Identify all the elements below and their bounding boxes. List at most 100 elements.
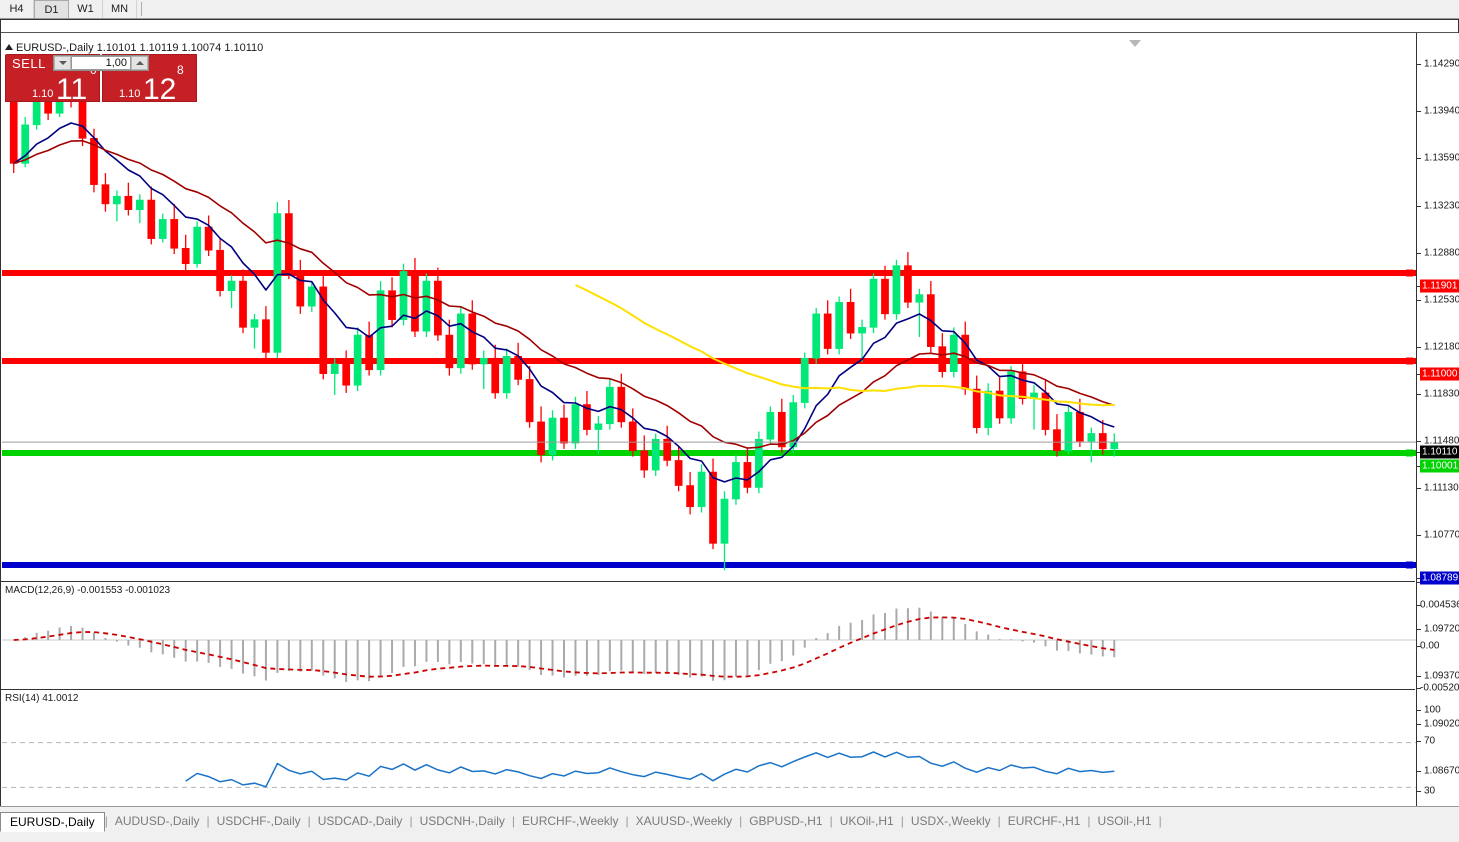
price-axis-tick [1417, 535, 1421, 536]
level-handle[interactable] [1406, 269, 1413, 277]
price-axis-label: 1.13230 [1424, 200, 1459, 212]
price-axis-tick [1417, 441, 1421, 442]
timeframe-w1[interactable]: W1 [69, 0, 103, 18]
level-lines [2, 269, 1416, 569]
price-axis-tick [1417, 452, 1421, 453]
price-axis-tick [1417, 582, 1421, 583]
macd-axis-tick [1417, 605, 1421, 606]
rsi-panel-separator [1, 689, 1415, 690]
level-handle[interactable] [1406, 357, 1413, 365]
chart-tab-gbpusd-h1[interactable]: GBPUSD-,H1 [749, 814, 823, 828]
chevron-down-icon[interactable] [1129, 40, 1141, 47]
candle-body-bearish [181, 247, 190, 265]
chart-window[interactable]: EURUSD-,Daily 1.10101 1.10119 1.10074 1.… [0, 19, 1459, 828]
macd-axis-tick [1417, 646, 1421, 647]
price-axis[interactable]: 1.14290 1.13940 1.13590 1.13230 1.12880 1.125… [1416, 33, 1459, 828]
price-axis-label: 1.10770 [1424, 529, 1459, 541]
rsi-axis-label: 100 [1424, 704, 1441, 716]
rsi-axis-label: 30 [1424, 785, 1436, 797]
price-axis-label-highlighted: 1.10001 [1420, 459, 1459, 473]
candle-body-bearish [204, 226, 213, 251]
candle-body-bearish [560, 417, 568, 444]
candle-body-bearish [628, 421, 637, 452]
rsi-axis-label: 70 [1424, 735, 1436, 747]
caret-down-icon [58, 61, 67, 65]
price-axis-label: 1.09720 [1424, 623, 1459, 635]
candle-body-bearish [709, 471, 717, 544]
candle-body-bearish [1076, 411, 1084, 442]
chart-symbol-label: EURUSD-,Daily 1.10101 1.10119 1.10074 1.… [5, 42, 263, 54]
price-axis-tick [1417, 300, 1421, 301]
price-axis-label: 1.09020 [1424, 718, 1459, 730]
level-handle[interactable] [1406, 449, 1413, 457]
candle-body-bearish [904, 265, 912, 303]
candle-body-bullish [732, 462, 740, 500]
timeframe-d1[interactable]: D1 [34, 0, 69, 18]
candle-body-bearish [491, 357, 500, 394]
lot-increase-button[interactable] [131, 56, 148, 70]
price-axis-tick [1417, 394, 1421, 395]
candle-body-bullish [755, 438, 763, 488]
chart-tab-audusd-daily[interactable]: AUDUSD-,Daily [114, 814, 200, 828]
chart-plot-area[interactable] [2, 33, 1416, 813]
candle-body-bearish [640, 450, 649, 471]
candle-body-bearish [434, 280, 442, 336]
candle-body-bearish [686, 485, 694, 508]
lot-size-input[interactable]: 1,00 [71, 56, 131, 70]
candle-body-bullish [651, 438, 660, 471]
tab-divider: | [1158, 814, 1162, 828]
chart-tab-usoil-h1[interactable]: USOil-,H1 [1097, 814, 1152, 828]
chart-tab-eurchf-weekly[interactable]: EURCHF-,Weekly [522, 814, 619, 828]
tab-divider: | [1087, 814, 1091, 828]
timeframe-h4[interactable]: H4 [0, 0, 34, 18]
chart-tab-ukoil-h1[interactable]: UKOil-,H1 [839, 814, 894, 828]
lot-size-stepper[interactable]: 1,00 [53, 55, 149, 71]
candle-body-bullish [548, 417, 557, 455]
candle-body-bearish [319, 286, 328, 374]
chart-tab-usdchf-daily[interactable]: USDCHF-,Daily [216, 814, 301, 828]
candle-body-bullish [606, 386, 614, 425]
candle-body-bullish [984, 390, 993, 428]
triangle-up-icon [5, 44, 13, 50]
candle-body-bullish [353, 334, 362, 386]
candle-body-bearish [938, 346, 947, 373]
candle-body-bullish [227, 280, 236, 292]
moving-average-mid [13, 140, 1115, 449]
price-axis-label-highlighted: 1.11901 [1420, 279, 1459, 293]
candle-body-bullish [800, 357, 809, 403]
chart-tab-usdcad-daily[interactable]: USDCAD-,Daily [317, 814, 403, 828]
candle-body-bearish [296, 271, 305, 307]
buy-button[interactable]: BUY 1.10 12 8 [102, 54, 197, 102]
timeframe-toolbar[interactable]: H4 D1 W1 MN [0, 0, 1459, 19]
macd-axis-label: 0.004536 [1420, 599, 1459, 611]
price-axis-label: 1.12530 [1424, 294, 1459, 306]
price-axis-label: 1.11480 [1424, 435, 1459, 447]
candle-body-bullish [571, 404, 580, 444]
candle-body-bearish [881, 278, 889, 315]
timeframe-mn[interactable]: MN [103, 0, 137, 18]
chart-tab-bar[interactable]: EURUSD-,Daily | AUDUSD-,Daily | USDCHF-,Dail… [0, 806, 1459, 842]
one-click-trading-panel[interactable]: SELL 1.10 11 0 BUY 1.10 12 8 1,00 [5, 54, 197, 102]
chart-tab-usdcnh-daily[interactable]: USDCNH-,Daily [419, 814, 505, 828]
chart-symbol-text: EURUSD-,Daily 1.10101 1.10119 1.10074 1.… [16, 42, 264, 54]
price-axis-tick [1417, 724, 1421, 725]
sell-label: SELL [12, 56, 46, 71]
candle-body-bullish [697, 471, 706, 508]
candle-body-bullish [273, 213, 282, 353]
candle-body-bearish [365, 334, 373, 371]
lot-decrease-button[interactable] [54, 56, 71, 70]
candle-body-bullish [1087, 433, 1096, 442]
candle-body-bullish [456, 313, 465, 369]
sell-price-prefix: 1.10 [32, 88, 54, 100]
rsi-axis-tick [1417, 791, 1421, 792]
candle-body-bullish [422, 280, 431, 332]
chart-tab-eurchf-h1[interactable]: EURCHF-,H1 [1007, 814, 1081, 828]
price-axis-label: 1.12180 [1424, 341, 1459, 353]
candle-body-bullish [812, 313, 821, 359]
level-handle[interactable] [1406, 561, 1413, 569]
candle-body-bullish [915, 294, 924, 303]
price-axis-tick [1417, 578, 1421, 579]
chart-tab-eurusd-daily[interactable]: EURUSD-,Daily [0, 812, 105, 832]
chart-tab-usdx-weekly[interactable]: USDX-,Weekly [910, 814, 991, 828]
chart-tab-xauusd-weekly[interactable]: XAUUSD-,Weekly [635, 814, 733, 828]
